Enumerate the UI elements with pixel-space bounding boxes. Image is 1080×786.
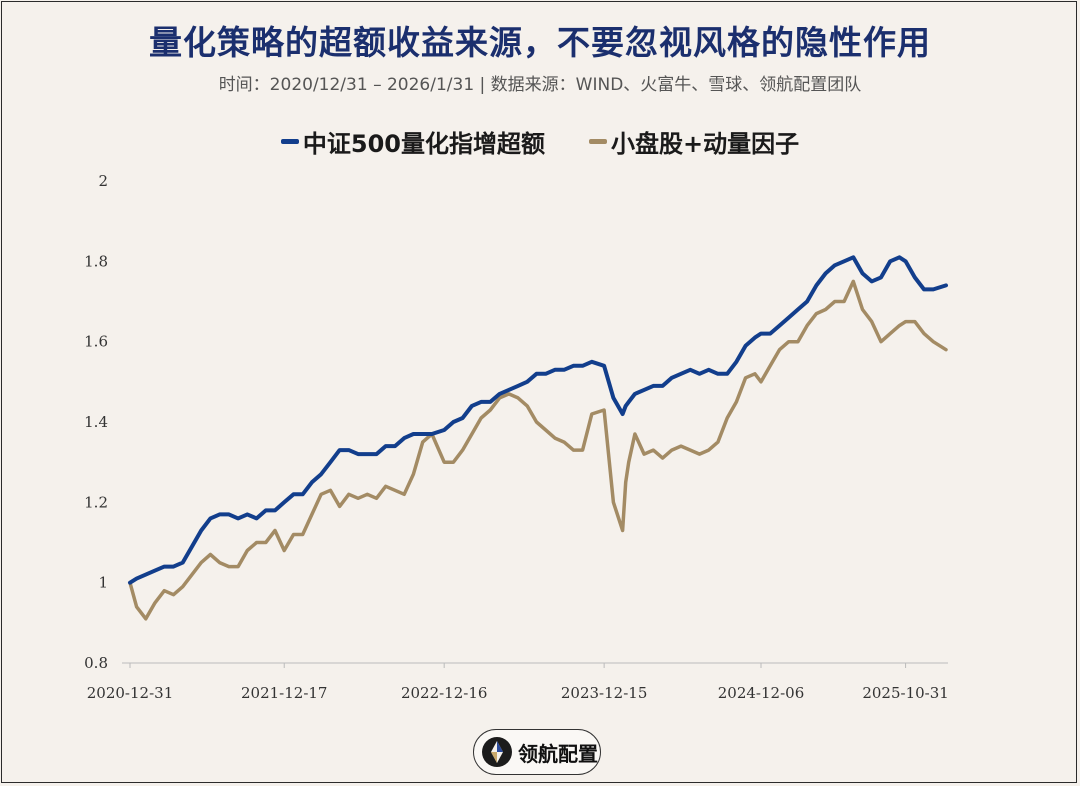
y-tick-label: 0.8	[84, 654, 108, 672]
compass-icon	[482, 737, 512, 767]
y-tick-label: 1.8	[84, 252, 108, 270]
series-line-2	[128, 279, 948, 621]
brand-logo: 领航配置	[473, 729, 601, 775]
chart-axes: 0.8 1 1.2 1.4 1.6 1.8 2 2020-12-31 2021-12-17 202…	[84, 172, 949, 702]
legend-item-series-2: 小盘股+动量因子	[589, 124, 799, 159]
chart-lines	[128, 255, 948, 621]
x-tick-label: 2021-12-17	[241, 684, 327, 702]
chart-subtitle: 时间：2020/12/31 – 2026/1/31 | 数据来源：WIND、火富…	[218, 75, 862, 95]
y-tick-label: 1	[98, 574, 108, 592]
y-tick-label: 2	[98, 172, 108, 190]
x-tick-label: 2020-12-31	[87, 684, 173, 702]
y-tick-label: 1.4	[84, 413, 108, 431]
legend-item-series-1: 中证500量化指增超额	[280, 124, 545, 159]
legend-label-series-1: 中证500量化指增超额	[302, 130, 545, 158]
y-tick-label: 1.6	[84, 333, 108, 351]
x-tick-label: 2025-10-31	[862, 684, 948, 702]
logo-text: 领航配置	[518, 741, 598, 766]
legend-swatch-series-1	[280, 139, 299, 144]
x-tick-label: 2022-12-16	[401, 684, 487, 702]
legend: 中证500量化指增超额 小盘股+动量因子	[0, 124, 1080, 159]
x-tick-label: 2023-12-15	[561, 684, 647, 702]
x-tick-label: 2024-12-06	[718, 684, 804, 702]
legend-label-series-2: 小盘股+动量因子	[611, 130, 800, 158]
series-line-1	[128, 255, 948, 585]
legend-swatch-series-2	[589, 139, 607, 144]
chart-title: 量化策略的超额收益来源，不要忽视风格的隐性作用	[149, 23, 931, 62]
y-tick-label: 1.2	[84, 493, 108, 511]
